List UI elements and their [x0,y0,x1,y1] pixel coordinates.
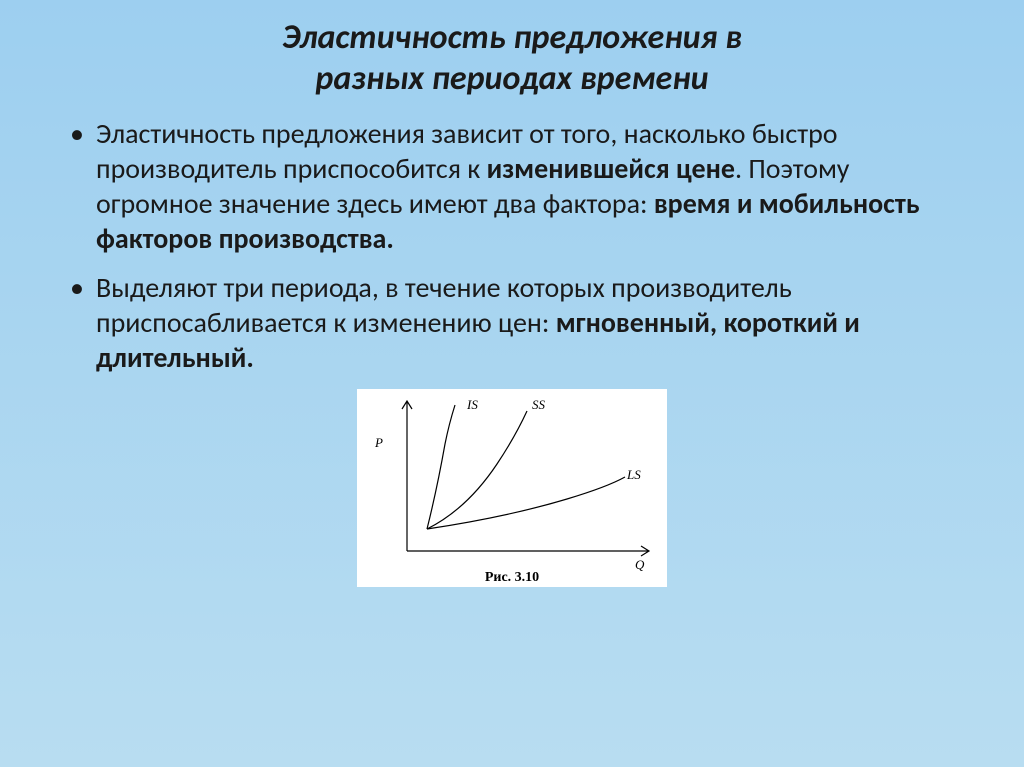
bullet-2: Выделяют три периода, в течение которых … [60,270,964,375]
slide-title: Эластичность предложения в разных период… [60,18,964,100]
svg-text:LS: LS [626,467,641,482]
elasticity-chart: P Q IS SS LS Рис. 3.10 [357,389,667,587]
bullet-1-bold-1: изменившейся цене [487,151,735,186]
svg-text:SS: SS [532,397,546,412]
svg-text:Рис. 3.10: Рис. 3.10 [485,570,539,585]
title-line-2: разных периодах времени [315,58,708,99]
bullet-list: Эластичность предложения зависит от того… [60,116,964,375]
title-line-1: Эластичность предложения в [282,17,742,58]
chart-svg: P Q IS SS LS Рис. 3.10 [357,389,667,587]
bullet-1: Эластичность предложения зависит от того… [60,116,964,256]
chart-container: P Q IS SS LS Рис. 3.10 [60,389,964,587]
svg-text:Q: Q [635,557,645,572]
svg-text:P: P [374,435,383,450]
svg-text:IS: IS [466,397,478,412]
